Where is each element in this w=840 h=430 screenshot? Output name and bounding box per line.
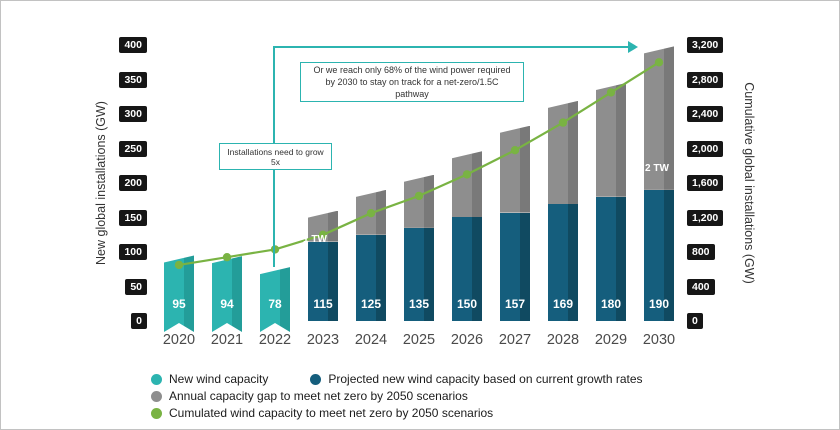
- legend-dot-gap-icon: [151, 390, 162, 402]
- right-axis-tick-1,600: 1,600: [687, 175, 724, 191]
- bar-gap-segment-2026: [452, 151, 482, 218]
- legend-label-new-wind: New wind capacity: [169, 372, 269, 386]
- legend-dot-new-wind-icon: [151, 373, 162, 385]
- legend-row-3: Cumulated wind capacity to meet net zero…: [151, 406, 643, 420]
- right-axis-tick-1,200: 1,200: [687, 209, 724, 226]
- left-axis-tick-200: 200: [119, 175, 147, 191]
- left-axis-tick-150: 150: [119, 209, 147, 226]
- bar-value-2029: 180: [600, 297, 622, 311]
- year-label-2023: 2023: [306, 332, 340, 348]
- legend-row-2: Annual capacity gap to meet net zero by …: [151, 389, 643, 403]
- bar-gap-segment-2027: [500, 125, 530, 213]
- right-axis-tick-400: 400: [687, 278, 715, 295]
- milestone-2tw-label: 2 TW: [645, 163, 669, 174]
- year-label-2022: 2022: [258, 332, 292, 348]
- legend-label-gap: Annual capacity gap to meet net zero by …: [169, 389, 468, 403]
- left-axis-title: New global installations (GW): [94, 101, 108, 265]
- right-axis-tick-2,400: 2,400: [687, 106, 724, 122]
- legend-dot-projected-icon: [310, 373, 322, 385]
- year-label-2025: 2025: [402, 332, 436, 348]
- right-axis-tick-0: 0: [687, 313, 703, 329]
- bar-value-2026: 150: [456, 297, 478, 311]
- bar-projected-2027: [500, 125, 530, 321]
- right-axis-tick-3,200: 3,200: [687, 37, 724, 53]
- year-label-2020: 2020: [162, 332, 196, 348]
- legend-label-cumulated: Cumulated wind capacity to meet net zero…: [169, 406, 494, 420]
- legend-item-gap: Annual capacity gap to meet net zero by …: [151, 389, 468, 403]
- year-label-2027: 2027: [498, 332, 532, 348]
- growth-arrow-horizontal: [273, 46, 629, 48]
- left-axis-tick-100: 100: [119, 244, 147, 260]
- year-label-2026: 2026: [450, 332, 484, 348]
- legend-item-cumulated: Cumulated wind capacity to meet net zero…: [151, 406, 493, 420]
- left-axis-tick-300: 300: [119, 106, 147, 122]
- milestone-1tw-label: 1 TW: [303, 234, 327, 245]
- bar-value-2025: 135: [408, 297, 430, 311]
- bar-gap-segment-2024: [356, 189, 386, 235]
- bar-gap-segment-2025: [404, 174, 434, 228]
- left-axis-tick-50: 50: [125, 278, 147, 295]
- year-label-2030: 2030: [642, 332, 676, 348]
- annotation-reach-68-percent: Or we reach only 68% of the wind power r…: [300, 62, 524, 102]
- bar-value-2024: 125: [360, 297, 382, 311]
- growth-arrow-head-icon: [628, 41, 638, 53]
- bar-gap-segment-2029: [596, 82, 626, 197]
- bar-new-capacity-2021: [212, 256, 242, 332]
- left-axis-tick-350: 350: [119, 71, 147, 88]
- bar-value-2028: 169: [552, 297, 574, 311]
- bar-value-2027: 157: [504, 297, 526, 311]
- bar-projected-2028: [548, 100, 578, 321]
- bar-value-2020: 95: [172, 297, 186, 311]
- year-label-2029: 2029: [594, 332, 628, 348]
- bar-projected-2029: [596, 82, 626, 321]
- year-label-2028: 2028: [546, 332, 580, 348]
- bar-gap-segment-2028: [548, 100, 578, 205]
- right-axis-title: Cumulative global installations (GW): [742, 82, 756, 284]
- annotation-grow-5x: Installations need to grow 5x: [219, 143, 332, 170]
- right-axis-tick-2,000: 2,000: [687, 140, 724, 157]
- bar-projected-2026: [452, 151, 482, 321]
- right-axis-tick-2,800: 2,800: [687, 71, 724, 88]
- bar-value-2022: 78: [268, 297, 282, 311]
- bar-new-capacity-2022: [260, 267, 290, 332]
- bar-projected-2030: [644, 46, 674, 321]
- bar-value-2023: 115: [313, 297, 333, 311]
- left-axis-tick-400: 400: [119, 37, 147, 53]
- legend-label-projected: Projected new wind capacity based on cur…: [328, 372, 643, 386]
- bar-new-capacity-2020: [164, 255, 194, 332]
- year-label-2024: 2024: [354, 332, 388, 348]
- legend-dot-cumulated-icon: [151, 407, 162, 419]
- left-axis-tick-250: 250: [119, 140, 147, 157]
- legend-row-1: New wind capacity Projected new wind cap…: [151, 372, 643, 386]
- year-label-2021: 2021: [210, 332, 244, 348]
- bar-value-2030: 190: [648, 297, 670, 311]
- legend: New wind capacity Projected new wind cap…: [151, 372, 643, 420]
- legend-item-new-wind: New wind capacity: [151, 372, 268, 386]
- right-axis-tick-800: 800: [687, 244, 715, 260]
- bar-value-2021: 94: [220, 297, 234, 311]
- legend-item-projected: Projected new wind capacity based on cur…: [310, 372, 643, 386]
- left-axis-tick-0: 0: [131, 313, 147, 329]
